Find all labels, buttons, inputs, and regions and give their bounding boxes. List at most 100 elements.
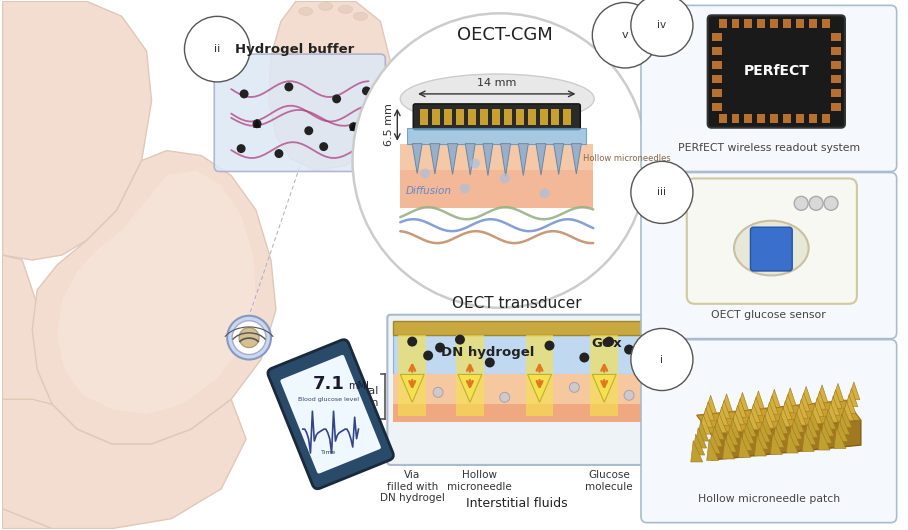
Polygon shape — [773, 427, 785, 447]
Circle shape — [240, 90, 249, 99]
Polygon shape — [716, 407, 728, 426]
Circle shape — [333, 352, 338, 357]
Polygon shape — [712, 420, 861, 460]
Bar — [757, 19, 765, 28]
Polygon shape — [721, 394, 733, 412]
Bar — [528, 109, 536, 125]
Polygon shape — [812, 398, 824, 417]
Circle shape — [239, 328, 259, 348]
Polygon shape — [842, 401, 854, 421]
Bar — [456, 109, 464, 125]
Circle shape — [455, 334, 465, 344]
Bar — [399, 334, 426, 416]
FancyBboxPatch shape — [641, 340, 897, 523]
Text: Interstitial fluids: Interstitial fluids — [467, 497, 568, 510]
Bar — [809, 114, 817, 123]
Polygon shape — [711, 426, 723, 447]
Text: Time: Time — [321, 449, 336, 455]
Circle shape — [284, 83, 293, 91]
Bar — [732, 114, 739, 123]
Bar — [564, 109, 571, 125]
FancyBboxPatch shape — [707, 15, 845, 128]
Polygon shape — [840, 408, 852, 428]
Polygon shape — [814, 391, 826, 410]
Circle shape — [274, 149, 283, 158]
Circle shape — [569, 382, 579, 392]
Bar — [712, 103, 722, 111]
FancyBboxPatch shape — [281, 355, 381, 474]
Polygon shape — [783, 394, 794, 413]
Bar — [822, 19, 830, 28]
Polygon shape — [808, 411, 820, 431]
FancyBboxPatch shape — [413, 104, 580, 130]
Polygon shape — [713, 420, 725, 439]
Polygon shape — [429, 144, 439, 174]
Bar — [712, 61, 722, 69]
Circle shape — [362, 146, 371, 155]
Polygon shape — [3, 399, 246, 528]
Bar — [831, 103, 841, 111]
Bar — [757, 114, 765, 123]
Circle shape — [237, 144, 245, 153]
FancyBboxPatch shape — [641, 5, 897, 172]
Polygon shape — [536, 144, 546, 175]
Polygon shape — [796, 399, 808, 418]
Circle shape — [794, 196, 808, 210]
Text: OECT glucose sensor: OECT glucose sensor — [712, 310, 826, 320]
Polygon shape — [786, 431, 798, 453]
Ellipse shape — [339, 5, 352, 13]
Polygon shape — [756, 428, 768, 449]
Bar — [831, 61, 841, 69]
Circle shape — [420, 169, 430, 179]
Circle shape — [470, 158, 479, 169]
Polygon shape — [758, 422, 770, 442]
Circle shape — [408, 337, 417, 347]
Polygon shape — [500, 144, 510, 176]
Polygon shape — [748, 404, 760, 422]
Polygon shape — [794, 406, 806, 425]
Polygon shape — [804, 423, 816, 445]
Circle shape — [362, 86, 371, 95]
Polygon shape — [715, 413, 726, 432]
Text: Diffusion: Diffusion — [405, 187, 451, 197]
Text: OECT-CGM: OECT-CGM — [457, 26, 553, 44]
Polygon shape — [765, 402, 776, 421]
Polygon shape — [253, 119, 261, 128]
Polygon shape — [705, 395, 716, 413]
Polygon shape — [822, 416, 834, 436]
Text: Hollow
microneedle: Hollow microneedle — [448, 470, 512, 491]
Polygon shape — [528, 374, 551, 402]
Circle shape — [349, 122, 358, 131]
Text: 7.1: 7.1 — [312, 375, 345, 393]
Bar — [745, 114, 753, 123]
Bar — [590, 334, 618, 416]
Bar — [432, 109, 440, 125]
FancyBboxPatch shape — [686, 179, 857, 304]
Bar — [822, 114, 830, 123]
Polygon shape — [483, 144, 493, 175]
Bar — [745, 19, 753, 28]
Bar — [393, 334, 641, 374]
Polygon shape — [816, 385, 828, 403]
Bar — [526, 334, 554, 416]
Text: GOx: GOx — [591, 337, 621, 350]
Bar — [718, 114, 726, 123]
Circle shape — [423, 350, 433, 360]
Circle shape — [332, 94, 341, 103]
Polygon shape — [703, 402, 715, 420]
Polygon shape — [592, 374, 617, 402]
Bar — [479, 109, 488, 125]
FancyBboxPatch shape — [641, 172, 897, 339]
Bar — [492, 109, 499, 125]
Circle shape — [579, 352, 589, 363]
Circle shape — [460, 183, 470, 193]
Bar — [516, 109, 524, 125]
Circle shape — [304, 126, 313, 135]
Bar — [400, 170, 593, 208]
Polygon shape — [733, 405, 745, 424]
Polygon shape — [269, 2, 390, 171]
Polygon shape — [735, 399, 746, 417]
Polygon shape — [465, 144, 475, 175]
Polygon shape — [554, 144, 564, 174]
Text: Via
filled with
DN hydrogel: Via filled with DN hydrogel — [380, 470, 445, 503]
